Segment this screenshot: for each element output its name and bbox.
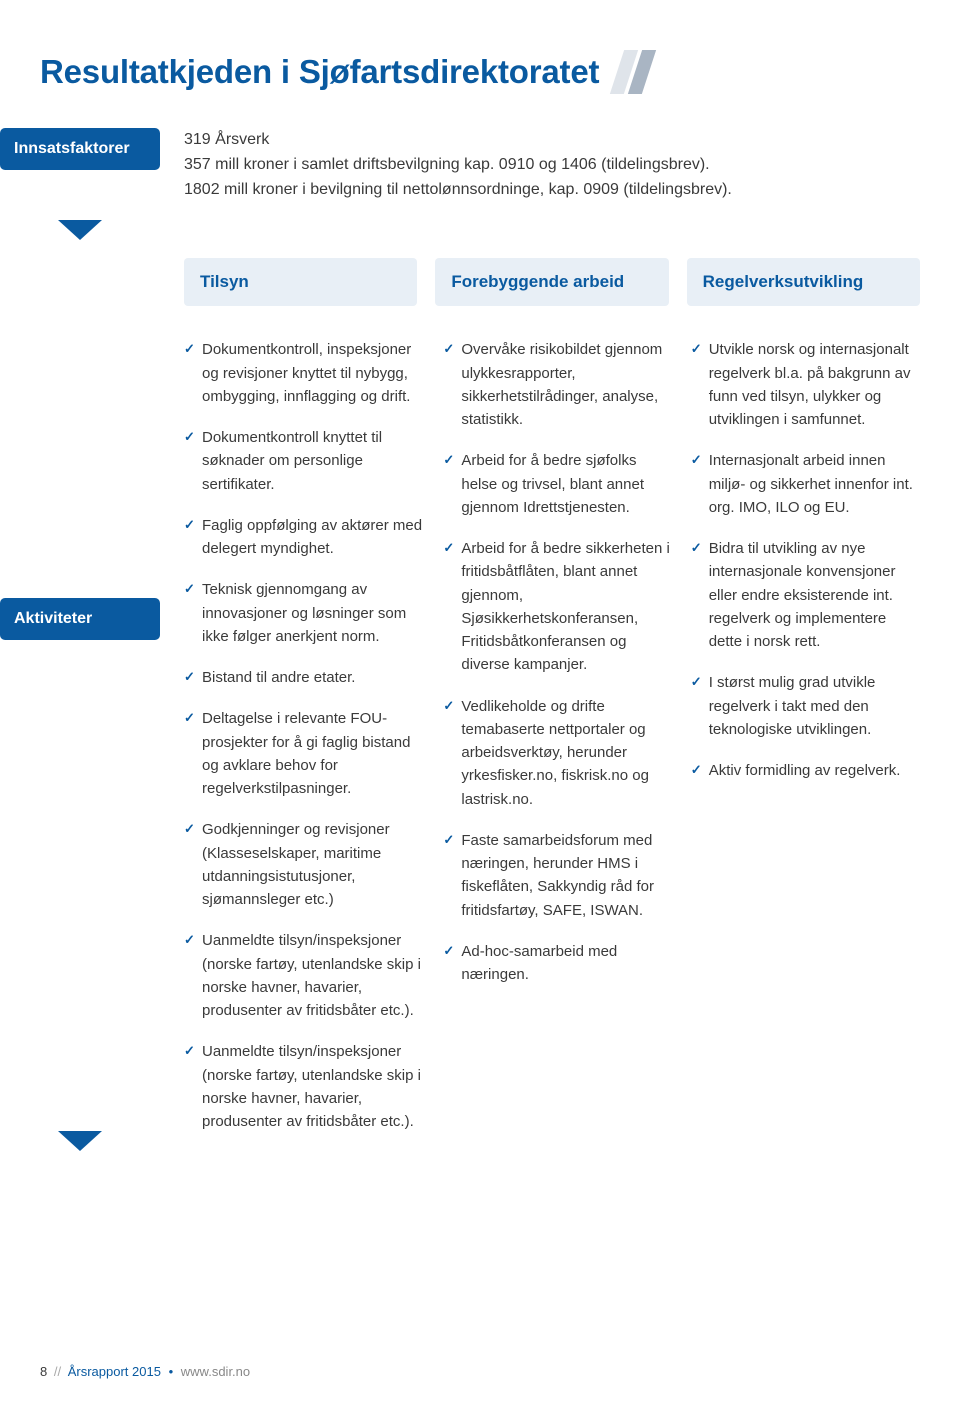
activity-item: Arbeid for å bedre sjøfolks helse og tri… xyxy=(443,449,672,519)
activity-item: Overvåke risikobildet gjennom ulykkesrap… xyxy=(443,338,672,431)
activity-item: Uanmeldte tilsyn/inspeksjoner (norske fa… xyxy=(184,929,425,1022)
activity-item: Utvikle norsk og internasjonalt regelver… xyxy=(691,338,920,431)
activity-item: Vedlikeholde og drifte temabaserte nettp… xyxy=(443,695,672,811)
activities-col-2: Overvåke risikobildet gjennom ulykkesrap… xyxy=(443,338,672,1151)
footer-report-title: Årsrapport 2015 xyxy=(68,1364,161,1379)
innsats-line: 357 mill kroner i samlet driftsbevilgnin… xyxy=(184,153,732,178)
innsats-line: 1802 mill kroner i bevilgning til nettol… xyxy=(184,178,732,203)
page-title: Resultatkjeden i Sjøfartsdirektoratet xyxy=(40,53,599,91)
activity-item: Bistand til andre etater. xyxy=(184,666,425,689)
activity-item: Bidra til utvikling av nye internasjonal… xyxy=(691,537,920,653)
activity-item: Dokumentkontroll knyttet til søknader om… xyxy=(184,426,425,496)
activity-item: Teknisk gjennomgang av innovasjoner og l… xyxy=(184,578,425,648)
activity-item: Faste samarbeidsforum med næringen, heru… xyxy=(443,829,672,922)
activity-item: Aktiv formidling av regelverk. xyxy=(691,759,920,782)
activities-col-3: Utvikle norsk og internasjonalt regelver… xyxy=(691,338,920,1151)
footer-bullet: • xyxy=(169,1364,174,1379)
activity-item: Godkjenninger og revisjoner (Klasseselsk… xyxy=(184,818,425,911)
activity-item: Arbeid for å bedre sikkerheten i fritids… xyxy=(443,537,672,677)
activity-item: Dokumentkontroll, inspeksjoner og revisj… xyxy=(184,338,425,408)
footer-url: www.sdir.no xyxy=(181,1364,250,1379)
arrow-down-icon xyxy=(58,220,102,240)
title-row: Resultatkjeden i Sjøfartsdirektoratet xyxy=(0,50,920,94)
arrow-down-icon xyxy=(58,1131,102,1151)
activity-item: I størst mulig grad utvikle regelverk i … xyxy=(691,671,920,741)
activities-col-1: Dokumentkontroll, inspeksjoner og revisj… xyxy=(184,338,425,1151)
innsats-text: 319 Årsverk 357 mill kroner i samlet dri… xyxy=(184,128,732,202)
activity-item: Internasjonalt arbeid innen miljø- og si… xyxy=(691,449,920,519)
section-label-innsats: Innsatsfaktorer xyxy=(0,128,160,170)
section-label-aktiviteter: Aktiviteter xyxy=(0,598,160,640)
decorative-stripes xyxy=(617,50,649,94)
column-header-regelverk: Regelverksutvikling xyxy=(687,258,920,306)
activity-item: Deltagelse i relevante FOU-prosjekter fo… xyxy=(184,707,425,800)
column-header-tilsyn: Tilsyn xyxy=(184,258,417,306)
page-number: 8 xyxy=(40,1364,47,1379)
footer-separator: // xyxy=(54,1364,61,1379)
page-footer: 8 // Årsrapport 2015 • www.sdir.no xyxy=(40,1364,250,1379)
column-header-forebyggende: Forebyggende arbeid xyxy=(435,258,668,306)
innsats-line: 319 Årsverk xyxy=(184,128,732,153)
activity-item: Faglig oppfølging av aktører med deleger… xyxy=(184,514,425,561)
activity-item: Ad-hoc-samarbeid med næringen. xyxy=(443,940,672,987)
activity-item: Uanmeldte tilsyn/inspeksjoner (norske fa… xyxy=(184,1040,425,1133)
